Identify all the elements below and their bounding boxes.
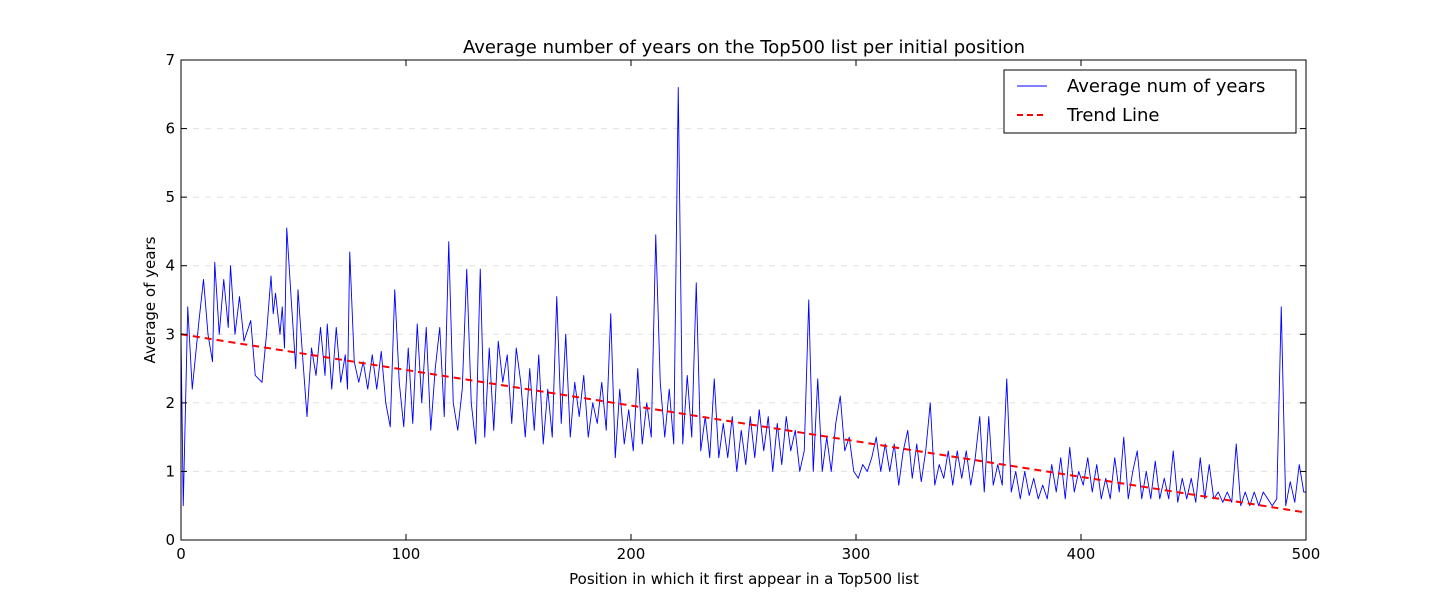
y-tick-label: 5 [165,188,175,206]
y-axis-ticks: 0 1 2 3 4 5 6 7 [165,51,1306,549]
series-trend-line [180,333,1307,514]
x-tick-label: 400 [1067,545,1096,563]
y-tick-label: 1 [165,462,175,480]
chart-title: Average number of years on the Top500 li… [463,37,1025,58]
plot-frame [180,59,1307,541]
series-line-trend-line [180,333,1307,514]
y-tick-label: 7 [165,51,175,69]
y-tick-label: 3 [165,325,175,343]
y-tick-label: 6 [165,120,175,138]
y-axis-label: Average of years [141,236,159,363]
x-tick-label: 0 [176,545,186,563]
legend-label-trend-line: Trend Line [1066,105,1160,126]
series-line-average-num-of-years [180,86,1306,507]
x-axis-label: Position in which it first appear in a T… [569,570,919,588]
y-tick-label: 2 [165,394,175,412]
legend-label-average-num-of-years: Average num of years [1067,76,1265,97]
y-tick-label: 0 [165,531,175,549]
y-tick-label: 4 [165,257,175,275]
x-tick-label: 200 [617,545,646,563]
series-average-num-of-years [180,86,1306,507]
legend: Average num of years Trend Line [1003,69,1297,134]
x-tick-label: 500 [1292,545,1321,563]
x-axis-ticks: 0 100 200 300 400 500 [176,60,1320,563]
x-tick-label: 100 [392,545,421,563]
legend-box [1003,69,1297,134]
x-tick-label: 300 [842,545,871,563]
